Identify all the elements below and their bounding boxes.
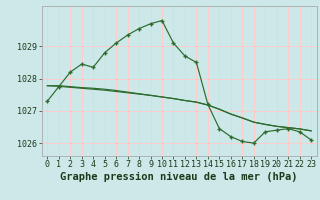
X-axis label: Graphe pression niveau de la mer (hPa): Graphe pression niveau de la mer (hPa)	[60, 172, 298, 182]
